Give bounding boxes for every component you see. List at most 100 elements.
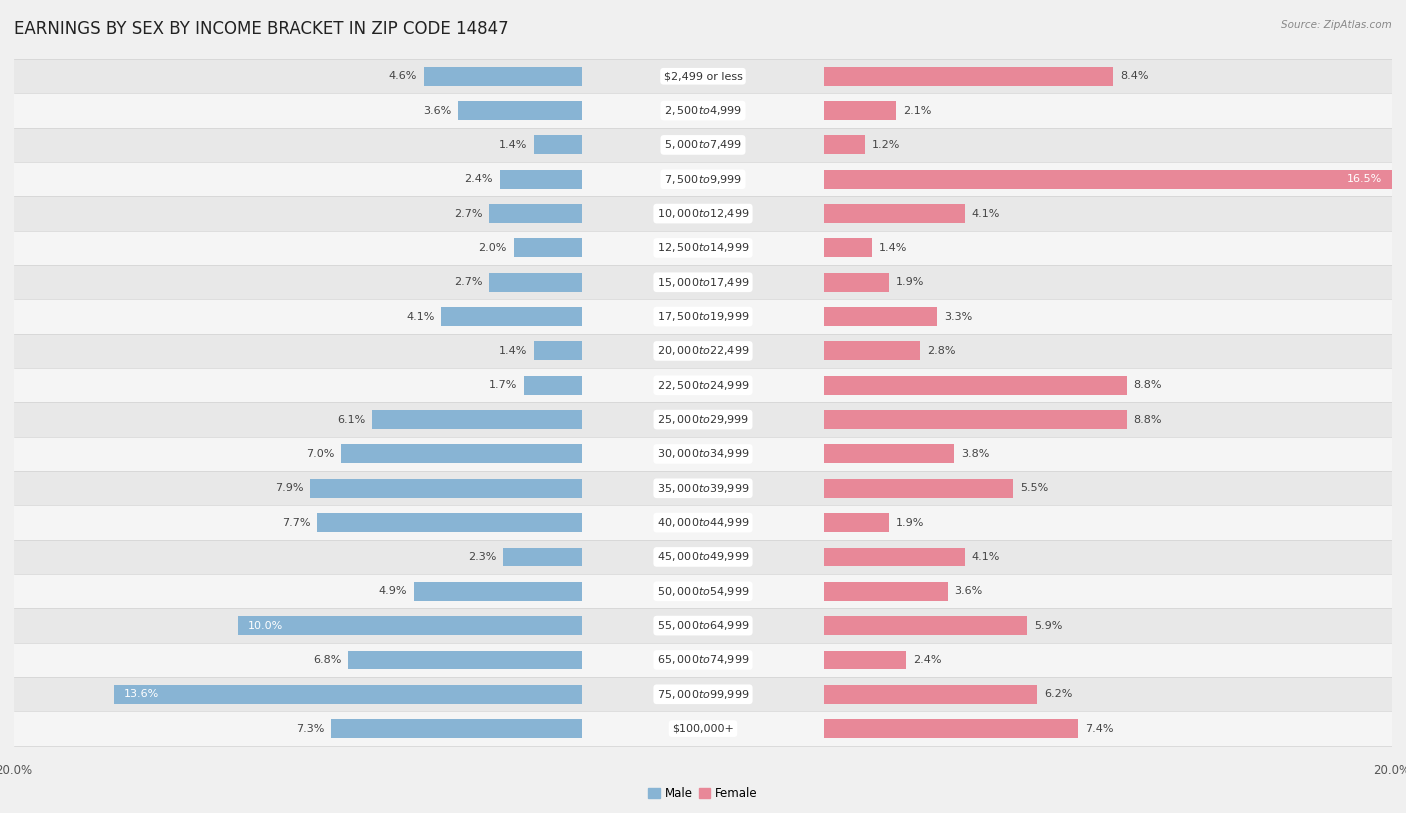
Bar — [824, 547, 965, 567]
Bar — [824, 445, 955, 463]
Text: $20,000 to $22,499: $20,000 to $22,499 — [657, 345, 749, 358]
Text: $10,000 to $12,499: $10,000 to $12,499 — [657, 207, 749, 220]
Text: $2,500 to $4,999: $2,500 to $4,999 — [664, 104, 742, 117]
Text: 1.4%: 1.4% — [499, 140, 527, 150]
Bar — [441, 307, 582, 326]
Text: 3.8%: 3.8% — [962, 449, 990, 459]
Text: $50,000 to $54,999: $50,000 to $54,999 — [657, 585, 749, 598]
Text: 7.3%: 7.3% — [295, 724, 323, 733]
Text: $25,000 to $29,999: $25,000 to $29,999 — [657, 413, 749, 426]
Text: 7.0%: 7.0% — [307, 449, 335, 459]
Text: 4.9%: 4.9% — [378, 586, 406, 596]
Text: 6.8%: 6.8% — [314, 655, 342, 665]
Text: 6.2%: 6.2% — [1045, 689, 1073, 699]
Text: $5,000 to $7,499: $5,000 to $7,499 — [664, 138, 742, 151]
Bar — [14, 231, 1392, 265]
Text: $35,000 to $39,999: $35,000 to $39,999 — [657, 482, 749, 495]
Bar — [330, 720, 582, 738]
Text: 8.4%: 8.4% — [1119, 72, 1149, 81]
Bar — [311, 479, 582, 498]
Bar — [489, 273, 582, 292]
Bar — [14, 334, 1392, 368]
Bar — [824, 616, 1026, 635]
Text: 5.5%: 5.5% — [1019, 483, 1047, 493]
Text: 7.9%: 7.9% — [276, 483, 304, 493]
Text: 2.4%: 2.4% — [912, 655, 942, 665]
Bar — [14, 368, 1392, 402]
Bar — [824, 685, 1038, 704]
Bar — [824, 136, 865, 154]
Text: 5.9%: 5.9% — [1033, 620, 1062, 631]
Bar — [824, 479, 1012, 498]
Bar — [824, 273, 889, 292]
Text: 3.6%: 3.6% — [955, 586, 983, 596]
Bar — [114, 685, 582, 704]
Text: $12,500 to $14,999: $12,500 to $14,999 — [657, 241, 749, 254]
Bar — [14, 265, 1392, 299]
Text: $2,499 or less: $2,499 or less — [664, 72, 742, 81]
Text: 1.9%: 1.9% — [896, 277, 924, 287]
Bar — [318, 513, 582, 532]
Bar — [824, 376, 1126, 394]
Text: 2.4%: 2.4% — [464, 174, 494, 185]
Bar — [824, 650, 907, 669]
Bar — [534, 136, 582, 154]
Text: 1.4%: 1.4% — [499, 346, 527, 356]
Bar — [824, 238, 872, 258]
Bar — [14, 677, 1392, 711]
Text: $75,000 to $99,999: $75,000 to $99,999 — [657, 688, 749, 701]
Text: $30,000 to $34,999: $30,000 to $34,999 — [657, 447, 749, 460]
Text: 1.9%: 1.9% — [896, 518, 924, 528]
Text: 10.0%: 10.0% — [249, 620, 284, 631]
Bar — [499, 170, 582, 189]
Bar — [458, 101, 582, 120]
Text: 1.4%: 1.4% — [879, 243, 907, 253]
Text: 1.7%: 1.7% — [489, 380, 517, 390]
Text: 4.1%: 4.1% — [406, 311, 434, 322]
Text: 3.3%: 3.3% — [945, 311, 973, 322]
Bar — [14, 59, 1392, 93]
Text: 16.5%: 16.5% — [1347, 174, 1382, 185]
Bar — [824, 67, 1114, 85]
Text: 1.2%: 1.2% — [872, 140, 900, 150]
Bar — [349, 650, 582, 669]
Bar — [373, 411, 582, 429]
Bar — [14, 93, 1392, 128]
Bar — [513, 238, 582, 258]
Text: $65,000 to $74,999: $65,000 to $74,999 — [657, 654, 749, 667]
Legend: Male, Female: Male, Female — [648, 787, 758, 800]
Text: 13.6%: 13.6% — [124, 689, 159, 699]
Text: $22,500 to $24,999: $22,500 to $24,999 — [657, 379, 749, 392]
Text: $45,000 to $49,999: $45,000 to $49,999 — [657, 550, 749, 563]
Bar — [824, 204, 965, 223]
Bar — [14, 506, 1392, 540]
Bar — [824, 341, 920, 360]
Bar — [824, 582, 948, 601]
Text: 2.1%: 2.1% — [903, 106, 931, 115]
Bar — [14, 608, 1392, 643]
Bar — [524, 376, 582, 394]
Text: 2.7%: 2.7% — [454, 209, 482, 219]
Text: $17,500 to $19,999: $17,500 to $19,999 — [657, 310, 749, 323]
Text: 2.7%: 2.7% — [454, 277, 482, 287]
Bar — [824, 170, 1392, 189]
Bar — [238, 616, 582, 635]
Bar — [14, 402, 1392, 437]
Bar — [342, 445, 582, 463]
Bar — [824, 513, 889, 532]
Text: 2.8%: 2.8% — [927, 346, 956, 356]
Text: 4.6%: 4.6% — [388, 72, 418, 81]
Text: $100,000+: $100,000+ — [672, 724, 734, 733]
Text: 8.8%: 8.8% — [1133, 415, 1163, 424]
Bar — [503, 547, 582, 567]
Text: EARNINGS BY SEX BY INCOME BRACKET IN ZIP CODE 14847: EARNINGS BY SEX BY INCOME BRACKET IN ZIP… — [14, 20, 509, 38]
Bar — [14, 162, 1392, 197]
Text: 8.8%: 8.8% — [1133, 380, 1163, 390]
Text: $7,500 to $9,999: $7,500 to $9,999 — [664, 172, 742, 185]
Bar — [14, 197, 1392, 231]
Bar — [14, 471, 1392, 506]
Bar — [425, 67, 582, 85]
Bar — [824, 720, 1078, 738]
Text: 7.7%: 7.7% — [281, 518, 311, 528]
Text: $55,000 to $64,999: $55,000 to $64,999 — [657, 620, 749, 633]
